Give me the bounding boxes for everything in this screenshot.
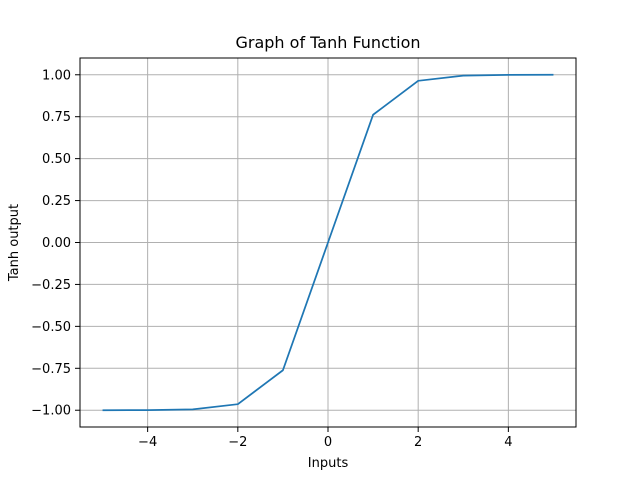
- ticks: −4 −2 0 2 4 −1.00 −0.75 −0.50 −0.25 0.00 0.25 0.50 0…: [31, 68, 512, 450]
- y-tick-label: −1.00: [31, 404, 71, 419]
- x-tick-label: 2: [414, 435, 422, 450]
- y-tick-label: −0.50: [31, 320, 71, 335]
- y-tick-label: −0.25: [31, 278, 71, 293]
- y-tick-label: −0.75: [31, 362, 71, 377]
- y-tick-label: 0.75: [42, 110, 71, 125]
- x-axis-label: Inputs: [308, 456, 349, 471]
- x-tick-label: −2: [228, 435, 247, 450]
- y-tick-label: 1.00: [42, 68, 71, 83]
- y-tick-label: 0.25: [42, 194, 71, 209]
- y-tick-label: 0.50: [42, 152, 71, 167]
- x-tick-label: 4: [504, 435, 512, 450]
- x-tick-label: 0: [324, 435, 332, 450]
- series-layer: [102, 73, 554, 412]
- chart-title: Graph of Tanh Function: [235, 33, 420, 52]
- y-axis-label: Tanh output: [7, 204, 22, 282]
- y-tick-label: 0.00: [42, 236, 71, 251]
- x-tick-label: −4: [138, 435, 157, 450]
- tanh-series-line: [102, 73, 554, 412]
